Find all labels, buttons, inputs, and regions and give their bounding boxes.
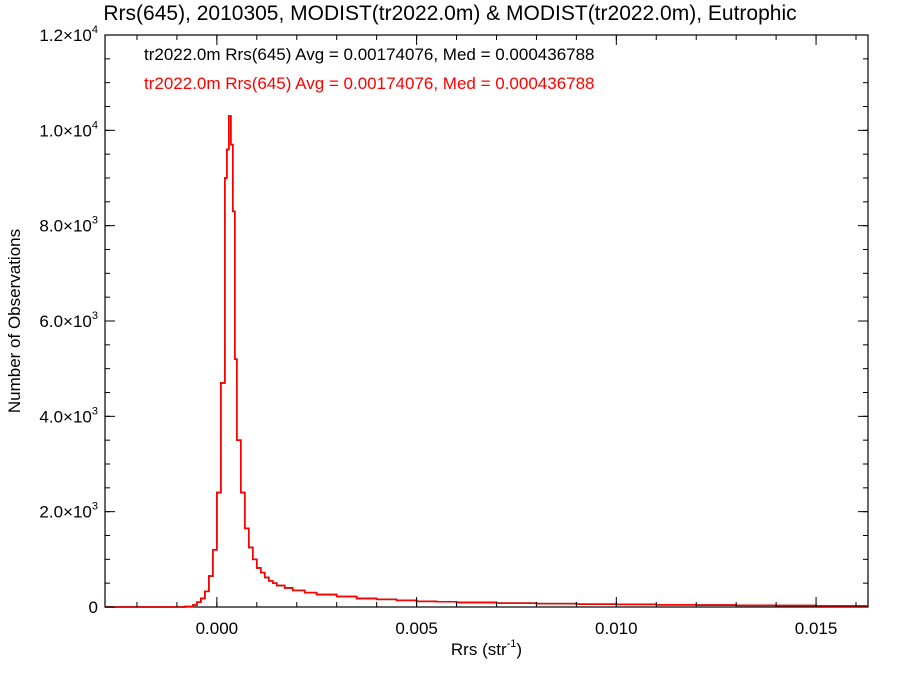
y-tick-label: 6.0×103	[39, 310, 98, 331]
x-axis-label-superscript: -1	[507, 638, 517, 650]
y-axis-label: Number of Observations	[5, 229, 24, 413]
y-tick-mantissa: 4.0×10	[39, 407, 91, 426]
y-tick-exponent: 3	[92, 215, 98, 227]
y-tick-mantissa: 8.0×10	[39, 217, 91, 236]
y-tick-label: 8.0×103	[39, 215, 98, 236]
histogram-series-2	[105, 115, 869, 608]
y-tick-label: 1.2×104	[39, 24, 98, 45]
y-tick-exponent: 4	[92, 119, 98, 131]
y-tick-exponent: 3	[92, 405, 98, 417]
y-tick-exponent: 4	[92, 24, 98, 36]
x-axis-label: Rrs (str-1)	[451, 638, 522, 659]
y-tick-mantissa: 0	[89, 598, 98, 617]
y-tick-label: 4.0×103	[39, 405, 98, 426]
y-tick-mantissa: 2.0×10	[39, 503, 91, 522]
x-tick-label: 0.010	[595, 619, 638, 638]
y-tick-mantissa: 6.0×10	[39, 312, 91, 331]
y-tick-label: 0	[89, 598, 98, 617]
y-tick-label: 2.0×103	[39, 501, 98, 522]
y-tick-exponent: 3	[92, 501, 98, 513]
x-axis-label-close: )	[516, 640, 522, 659]
y-tick-mantissa: 1.2×10	[39, 26, 91, 45]
y-tick-label: 1.0×104	[39, 119, 98, 140]
x-axis-label-main: Rrs (str	[451, 640, 507, 659]
x-tick-label: 0.000	[196, 619, 239, 638]
x-tick-label: 0.015	[795, 619, 838, 638]
legend-annotation-2: tr2022.0m Rrs(645) Avg = 0.00174076, Med…	[144, 74, 595, 93]
x-tick-label: 0.005	[395, 619, 438, 638]
histogram-series-1	[105, 115, 869, 608]
y-tick-exponent: 3	[92, 310, 98, 322]
chart-title: Rrs(645), 2010305, MODIST(tr2022.0m) & M…	[103, 2, 797, 25]
plot-frame	[104, 34, 869, 608]
y-tick-mantissa: 1.0×10	[39, 121, 91, 140]
legend-annotation-1: tr2022.0m Rrs(645) Avg = 0.00174076, Med…	[144, 45, 595, 64]
